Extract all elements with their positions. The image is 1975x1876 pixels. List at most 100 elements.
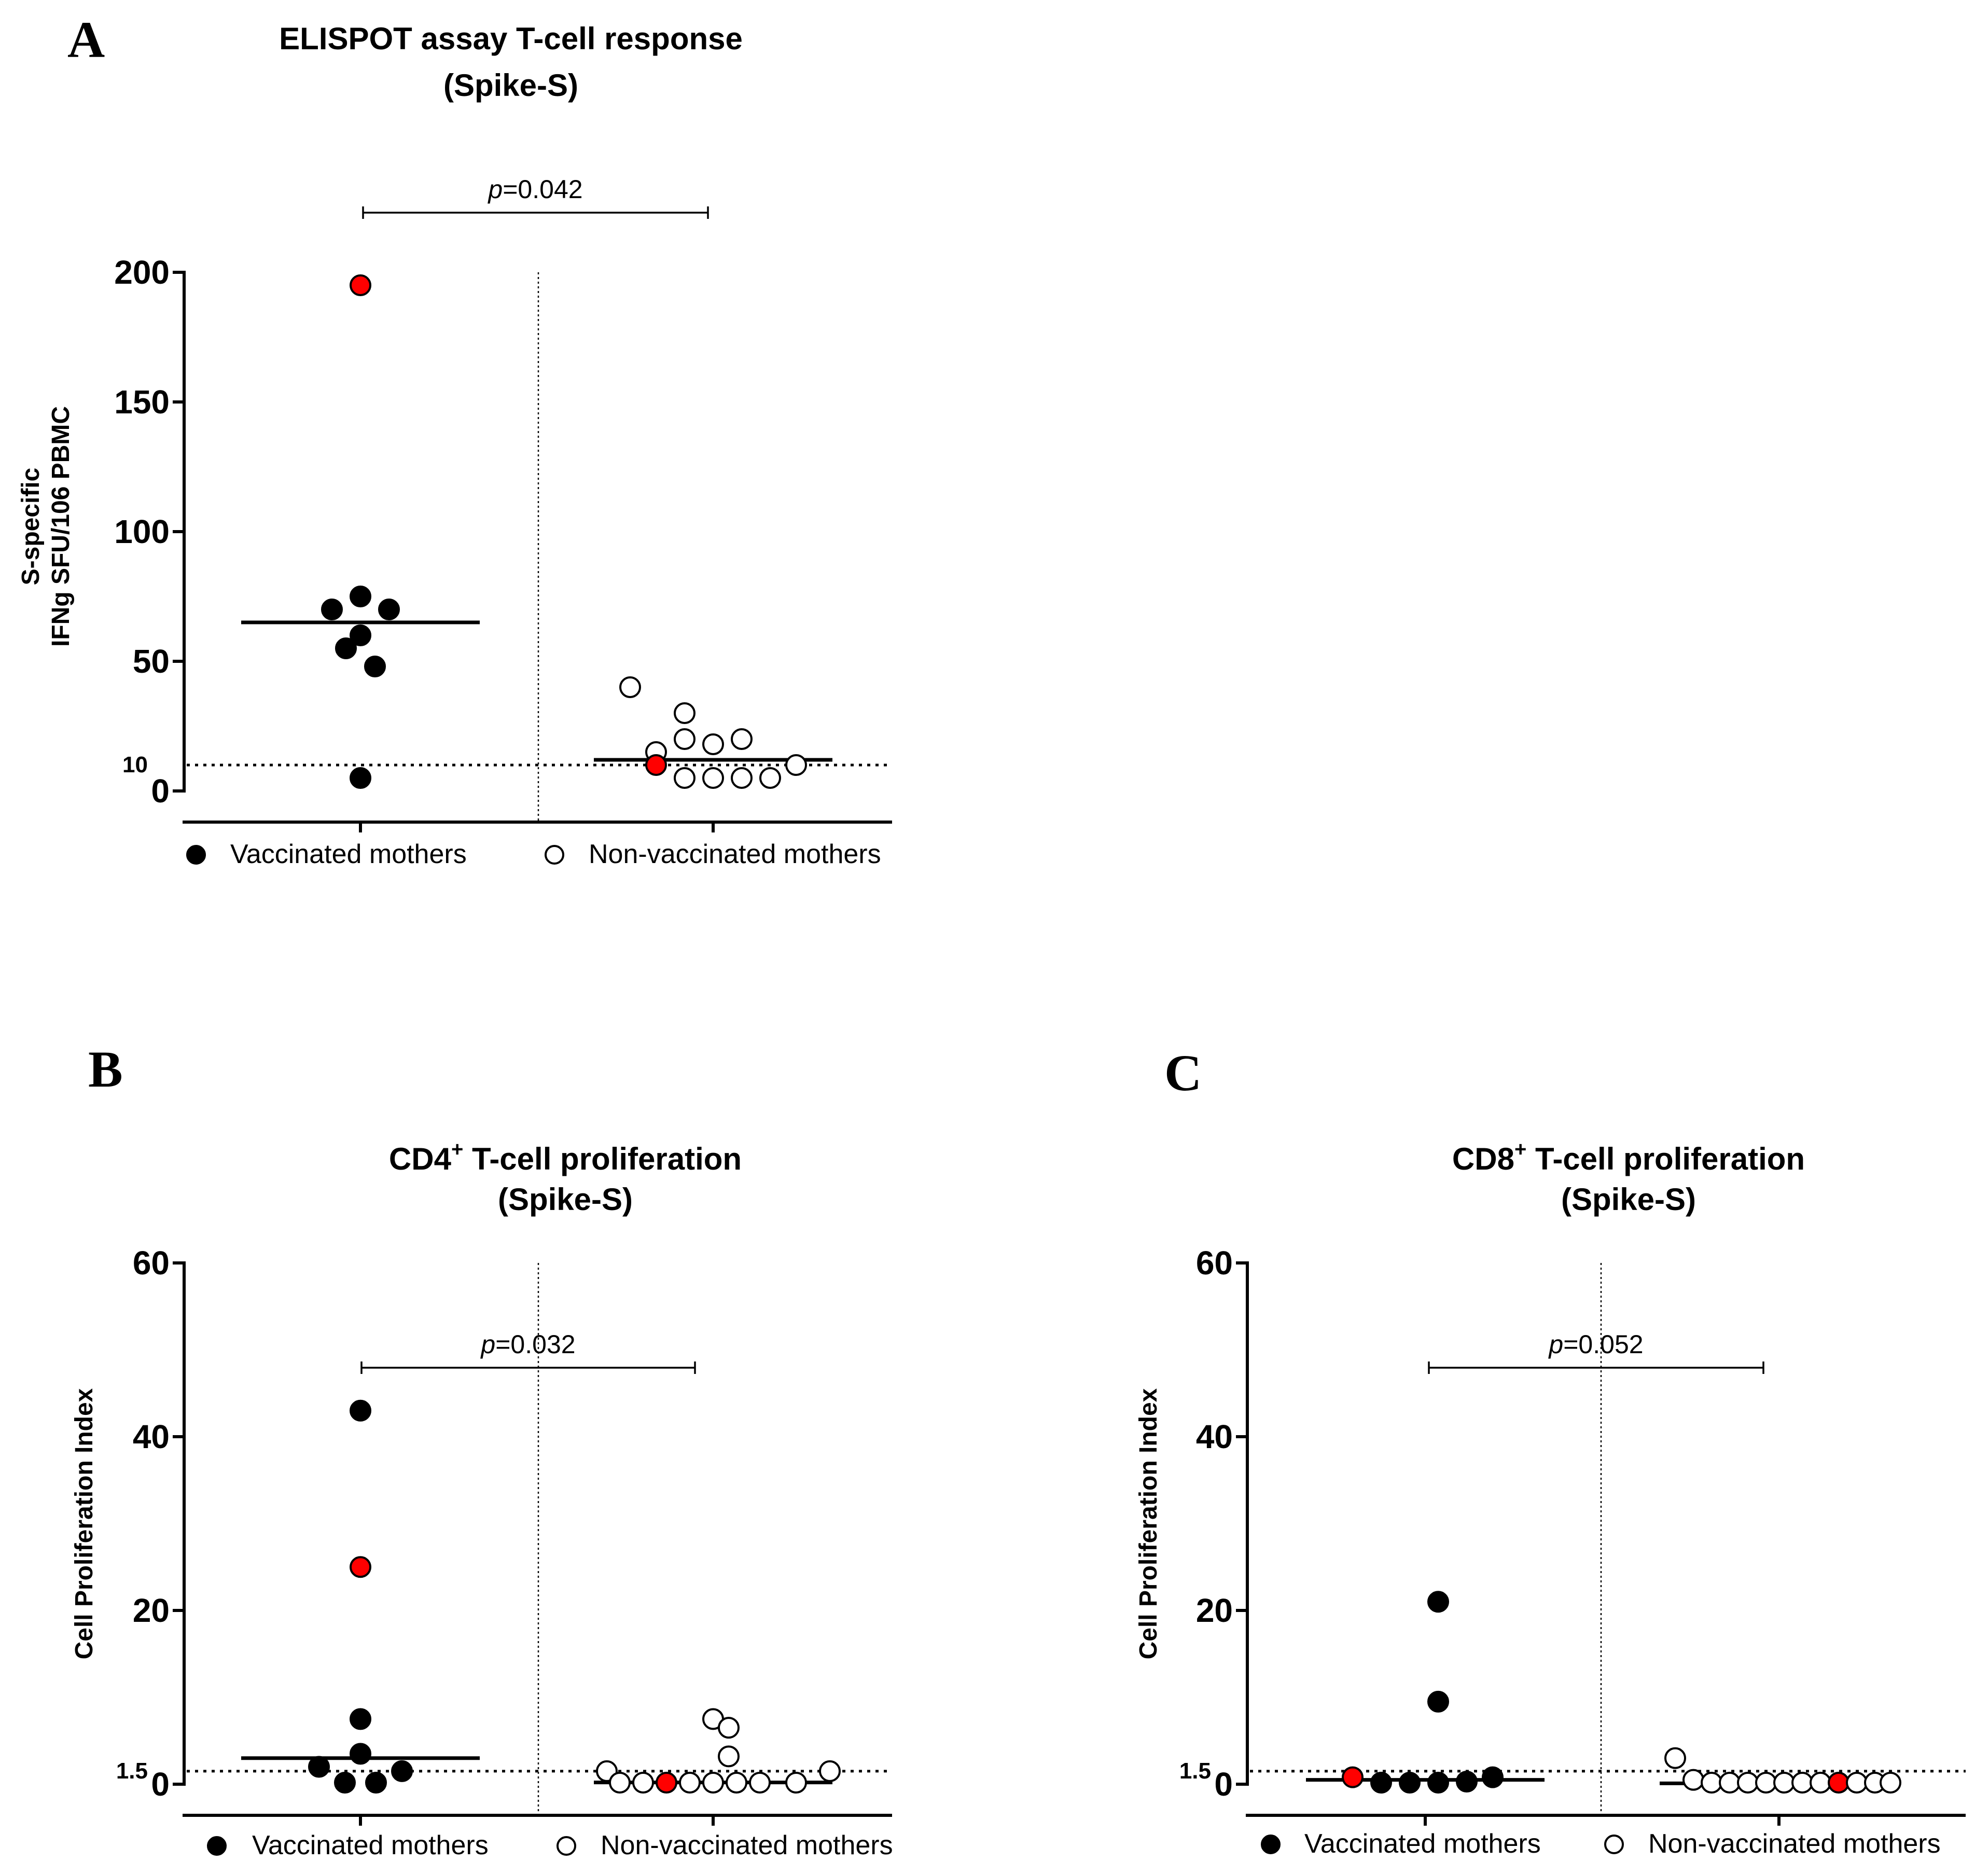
- y-tick-label: 100: [114, 513, 170, 550]
- threshold-label: 1.5: [116, 1758, 148, 1784]
- data-point: [1701, 1772, 1722, 1794]
- data-point: [619, 676, 641, 698]
- chart-subtitle: (Spike-S): [1561, 1182, 1696, 1217]
- data-point: [1755, 1772, 1777, 1794]
- y-tick-label: 40: [1196, 1418, 1233, 1455]
- data-point: [365, 1772, 387, 1794]
- y-tick-label: 20: [1196, 1592, 1233, 1629]
- legend-label: Vaccinated mothers: [1304, 1829, 1541, 1859]
- legend-label: Non-vaccinated mothers: [601, 1830, 893, 1860]
- data-point: [1846, 1772, 1868, 1794]
- data-point: [1810, 1772, 1831, 1794]
- data-point: [726, 1772, 747, 1794]
- y-axis-label: Cell Proliferation Index: [1135, 1388, 1162, 1659]
- data-point: [785, 754, 807, 776]
- data-point: [731, 767, 753, 789]
- legend-marker: [545, 845, 564, 865]
- data-point: [350, 767, 371, 789]
- data-point: [1828, 1772, 1849, 1794]
- pvalue-symbol: p: [480, 1330, 495, 1359]
- pvalue-symbol: p: [487, 175, 503, 204]
- pvalue-number: =0.042: [503, 175, 582, 204]
- chart-title-prefix: CD4: [389, 1142, 452, 1176]
- y-tick-label: 60: [133, 1244, 170, 1282]
- pvalue-label: p=0.042: [487, 175, 582, 204]
- data-point: [335, 637, 357, 659]
- data-point: [674, 728, 696, 750]
- data-point: [632, 1772, 654, 1794]
- chart-title-line1: ELISPOT assay T-cell response: [279, 21, 743, 56]
- data-point: [1456, 1770, 1478, 1792]
- data-point: [1682, 1769, 1704, 1791]
- y-tick-label: 150: [114, 383, 170, 421]
- panel-c: C CD8+ T-cell proliferation (Spike-S) Cell …: [1135, 1044, 1966, 1859]
- data-point: [1427, 1591, 1449, 1613]
- chart-title: ELISPOT assay T-cell response: [279, 21, 743, 56]
- data-point: [308, 1756, 330, 1778]
- chart-title-superscript: +: [451, 1138, 463, 1161]
- legend-label: Non-vaccinated mothers: [589, 839, 881, 869]
- data-point: [656, 1772, 677, 1794]
- pvalue-number: =0.032: [495, 1330, 575, 1359]
- legend-label: Non-vaccinated mothers: [1648, 1829, 1941, 1859]
- legend-label: Vaccinated mothers: [230, 839, 467, 869]
- data-point: [679, 1772, 701, 1794]
- y-tick-label: 60: [1196, 1244, 1233, 1282]
- chart-title-prefix: CD8: [1452, 1142, 1514, 1176]
- data-point: [1370, 1772, 1392, 1794]
- data-point: [364, 656, 386, 677]
- chart-title-rest: T-cell proliferation: [463, 1142, 742, 1176]
- y-tick-label: 20: [133, 1592, 170, 1629]
- pvalue-label: p=0.032: [480, 1330, 575, 1359]
- data-point: [674, 767, 696, 789]
- pvalue-number: =0.052: [1563, 1330, 1643, 1359]
- data-point: [785, 1772, 807, 1794]
- data-point: [759, 767, 781, 789]
- legend-label: Vaccinated mothers: [252, 1830, 489, 1860]
- panel-letter: C: [1164, 1044, 1202, 1102]
- threshold-label: 10: [122, 752, 148, 777]
- chart-subtitle: (Spike-S): [498, 1182, 633, 1217]
- data-point: [350, 1556, 371, 1578]
- data-point: [1719, 1772, 1741, 1794]
- data-point: [334, 1772, 356, 1794]
- data-point: [1773, 1772, 1795, 1794]
- legend-marker: [186, 845, 206, 865]
- data-point: [645, 754, 667, 776]
- pvalue-symbol: p: [1548, 1330, 1563, 1359]
- panel-a: A ELISPOT assay T-cell response (Spike-S) S…: [17, 11, 892, 869]
- chart-title-superscript: +: [1514, 1138, 1526, 1161]
- y-axis-label-line1: S-specific: [17, 468, 45, 586]
- legend-marker: [207, 1836, 227, 1856]
- data-point: [702, 767, 724, 789]
- y-tick-label: 0: [1214, 1766, 1233, 1803]
- data-point: [391, 1760, 413, 1782]
- pvalue-label: p=0.052: [1548, 1330, 1643, 1359]
- data-point: [350, 1743, 371, 1765]
- data-point: [749, 1772, 771, 1794]
- y-tick-label: 40: [133, 1418, 170, 1455]
- y-tick-label: 0: [151, 1766, 170, 1803]
- data-point: [350, 274, 371, 296]
- data-point: [702, 1772, 724, 1794]
- data-point: [609, 1772, 631, 1794]
- data-point: [1482, 1766, 1504, 1788]
- data-point: [1664, 1747, 1686, 1769]
- data-point: [718, 1717, 740, 1739]
- data-point: [819, 1760, 841, 1782]
- panel-letter: B: [88, 1040, 123, 1098]
- data-point: [1427, 1690, 1449, 1713]
- data-point: [1399, 1772, 1421, 1794]
- y-tick-label: 50: [133, 643, 170, 680]
- data-point: [718, 1745, 740, 1768]
- data-point: [1342, 1766, 1364, 1788]
- chart-title: CD4+ T-cell proliferation: [389, 1138, 742, 1176]
- chart-title-rest: T-cell proliferation: [1526, 1142, 1805, 1176]
- panel-b: B CD4+ T-cell proliferation (Spike-S) Cell …: [71, 1040, 893, 1860]
- threshold-label: 1.5: [1179, 1758, 1211, 1784]
- data-point: [321, 599, 343, 620]
- panel-letter: A: [67, 11, 105, 68]
- data-point: [674, 702, 696, 724]
- data-point: [1791, 1772, 1813, 1794]
